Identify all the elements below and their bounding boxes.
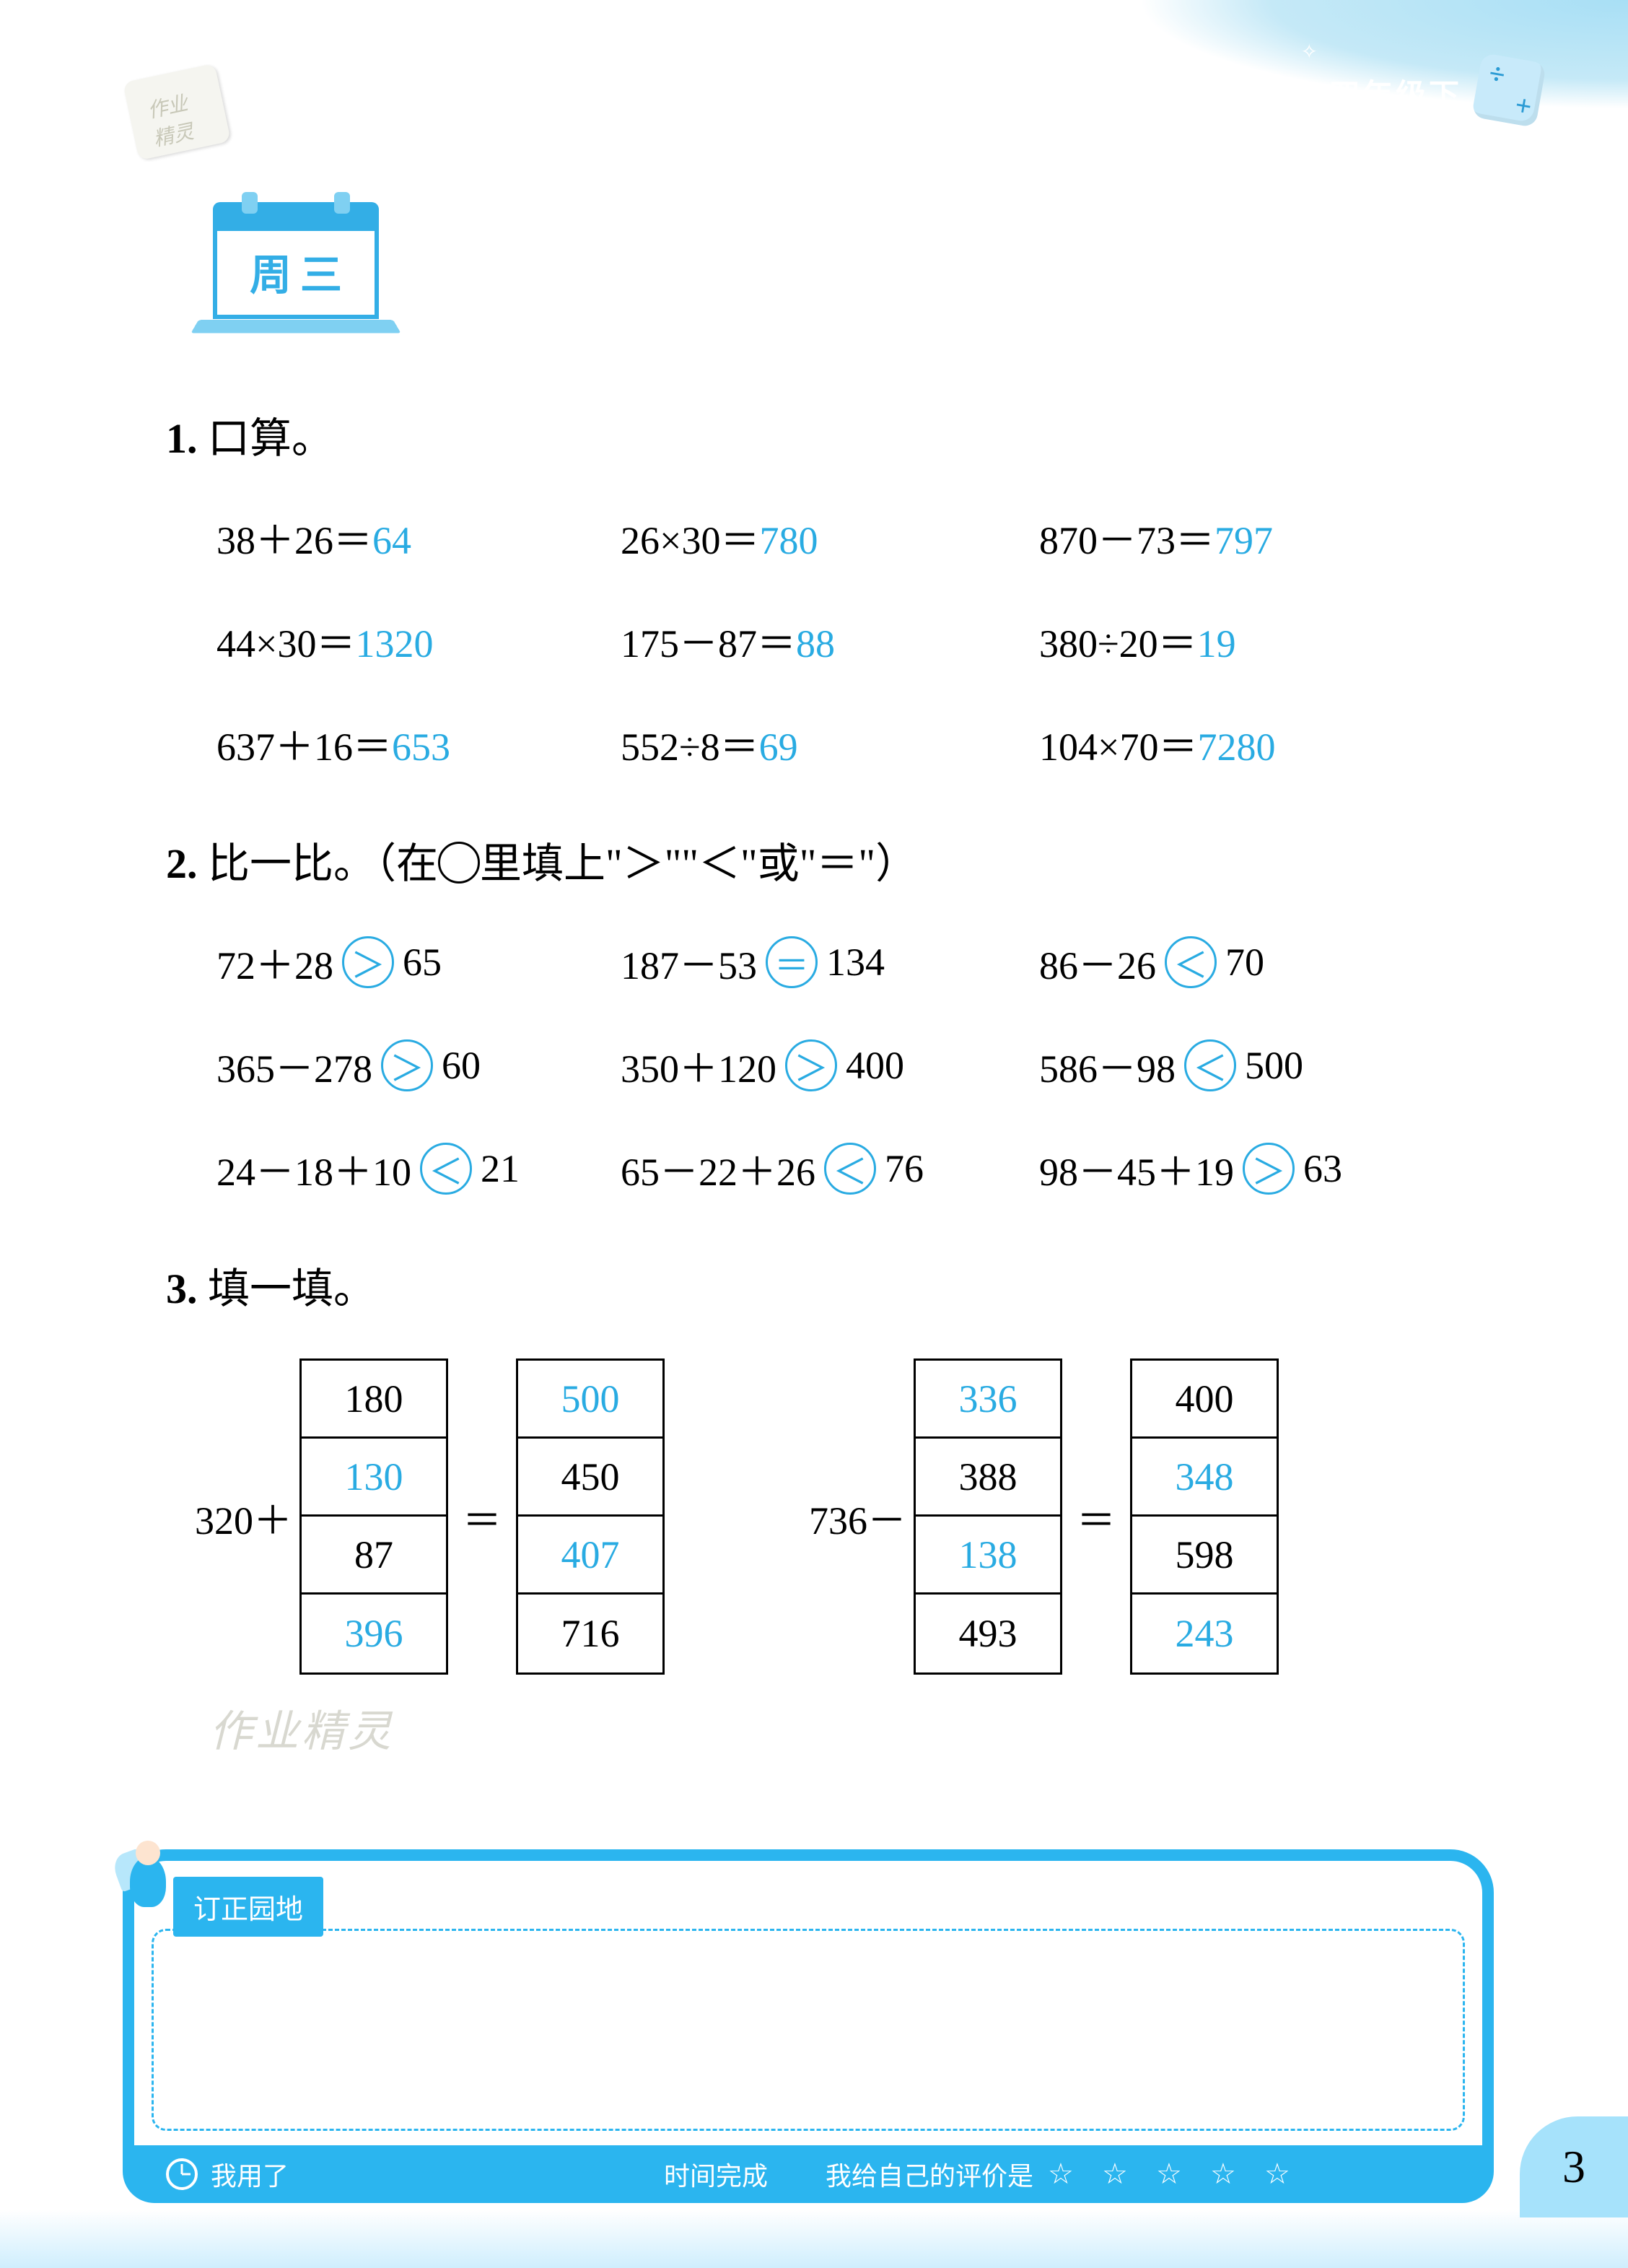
comparison: 72＋28＞ 65	[216, 933, 621, 990]
comparison: 98－45＋19＞ 63	[1039, 1140, 1443, 1197]
comparison: 24－18＋10＜ 21	[216, 1140, 621, 1197]
equation: 380÷20＝19	[1039, 611, 1443, 668]
section2-title: 2. 比一比。（在里填上"＞""＜"或"＝"）	[166, 829, 1465, 890]
q3-left: 320＋ 18013087396 ＝ 500450407716	[195, 1358, 665, 1675]
page-number: 3	[1520, 2116, 1628, 2217]
blank-circle-icon	[438, 842, 480, 884]
table-cell: 180	[302, 1361, 446, 1439]
footer-bar: 我用了 时间完成 我给自己的评价是 ☆ ☆ ☆ ☆ ☆	[123, 2145, 1494, 2203]
answer: 69	[759, 725, 798, 769]
equation: 552÷8＝69	[621, 715, 1039, 772]
footer-tag: 订正园地	[173, 1877, 323, 1937]
equation: 175－87＝88	[621, 611, 1039, 668]
comparison: 65－22＋26＜ 76	[621, 1140, 1039, 1197]
comparison: 350＋120＞ 400	[621, 1037, 1039, 1094]
rating-stars: ☆ ☆ ☆ ☆ ☆	[1048, 2158, 1300, 2191]
comparison-circle: ＜	[420, 1143, 472, 1195]
table-cell: 87	[302, 1517, 446, 1595]
q3-right: 736－ 336388138493 ＝ 400348598243	[809, 1358, 1279, 1675]
table-cell: 348	[1132, 1439, 1277, 1517]
table-cell: 130	[302, 1439, 446, 1517]
content: 1. 口算。 38＋26＝6426×30＝780870－73＝797 44×30＝…	[166, 404, 1465, 1675]
comparison-circle: ＝	[766, 936, 818, 988]
section3-title: 3. 填一填。	[166, 1255, 1465, 1315]
day-tab: 周三	[195, 202, 397, 335]
star-icon: ✧	[1301, 40, 1318, 64]
comparison-circle: ＞	[785, 1039, 837, 1091]
equation: 870－73＝797	[1039, 508, 1443, 565]
comparison-circle: ＞	[1243, 1143, 1295, 1195]
watermark: 作业精灵	[209, 1696, 394, 1759]
equation: 26×30＝780	[621, 508, 1039, 565]
table-cell: 243	[1132, 1595, 1277, 1672]
answer: 19	[1197, 622, 1236, 666]
answer: 780	[759, 519, 818, 562]
table-cell: 450	[518, 1439, 662, 1517]
answer: 797	[1215, 519, 1273, 562]
table-cell: 138	[916, 1517, 1060, 1595]
table-cell: 500	[518, 1361, 662, 1439]
answer: 88	[796, 622, 835, 666]
q3-left-col2: 500450407716	[516, 1358, 665, 1675]
clock-icon	[166, 2158, 198, 2190]
comparison: 586－98＜ 500	[1039, 1037, 1443, 1094]
day-label: 周三	[213, 231, 379, 319]
q2-grid: 72＋28＞ 65187－53＝ 13486－26＜ 70 365－278＞ 60…	[216, 933, 1465, 1197]
section1-title: 1. 口算。	[166, 404, 1465, 465]
answer: 653	[392, 725, 450, 769]
dice-icon	[1471, 53, 1546, 128]
answer: 7280	[1197, 725, 1275, 769]
equation: 637＋16＝653	[216, 715, 621, 772]
star-icon: ✦	[1217, 112, 1231, 133]
corner-badge	[123, 64, 231, 161]
comparison: 187－53＝ 134	[621, 933, 1039, 990]
table-cell: 400	[1132, 1361, 1277, 1439]
time-label: 我用了	[211, 2155, 289, 2193]
bottom-wave	[0, 2210, 1628, 2268]
table-cell: 396	[302, 1595, 446, 1672]
answer: 64	[372, 519, 411, 562]
comparison: 365－278＞ 60	[216, 1037, 621, 1094]
grade-label: 四年级下	[1329, 71, 1462, 115]
table-cell: 388	[916, 1439, 1060, 1517]
comparison-circle: ＜	[1184, 1039, 1236, 1091]
q3-right-col2: 400348598243	[1130, 1358, 1279, 1675]
comparison-circle: ＞	[342, 936, 394, 988]
q3-right-col1: 336388138493	[914, 1358, 1062, 1675]
table-cell: 716	[518, 1595, 662, 1672]
q3-wrap: 320＋ 18013087396 ＝ 500450407716 736－ 336…	[195, 1358, 1465, 1675]
table-cell: 598	[1132, 1517, 1277, 1595]
rating-label: 我给自己的评价是	[826, 2155, 1033, 2193]
equation: 38＋26＝64	[216, 508, 621, 565]
equation: 104×70＝7280	[1039, 715, 1443, 772]
equation: 44×30＝1320	[216, 611, 621, 668]
table-cell: 493	[916, 1595, 1060, 1672]
table-cell: 336	[916, 1361, 1060, 1439]
comparison-circle: ＜	[824, 1143, 876, 1195]
answer: 1320	[355, 622, 433, 666]
time-done-label: 时间完成	[664, 2155, 768, 2193]
comparison-circle: ＞	[381, 1039, 433, 1091]
footer-box: 订正园地 我用了 时间完成 我给自己的评价是 ☆ ☆ ☆ ☆ ☆	[123, 1849, 1494, 2203]
footer-dashed-area	[152, 1929, 1465, 2131]
q1-grid: 38＋26＝6426×30＝780870－73＝797 44×30＝1320175…	[216, 508, 1465, 772]
q3-left-col1: 18013087396	[299, 1358, 448, 1675]
star-icon: ★	[1130, 47, 1152, 76]
comparison-circle: ＜	[1165, 936, 1217, 988]
table-cell: 407	[518, 1517, 662, 1595]
comparison: 86－26＜ 70	[1039, 933, 1443, 990]
